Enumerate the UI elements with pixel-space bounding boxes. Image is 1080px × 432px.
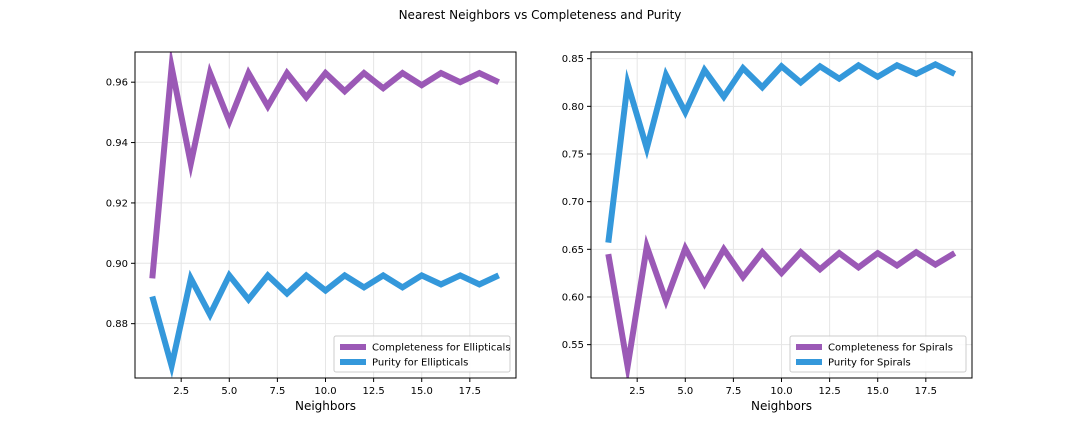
x-tick-label: 17.5 (459, 386, 481, 397)
legend: Completeness for Ellipticals Purity for E… (333, 335, 511, 373)
y-tick-label: 0.55 (562, 340, 584, 351)
plot-frame (134, 51, 517, 379)
chart-1: 2.5 5.0 7.5 10.0 12.5 15.0 17.5 0.88 0.90 0.92 0.9… (106, 51, 517, 413)
x-tick-label: 10.0 (314, 386, 336, 397)
y-tick-label: 0.92 (106, 198, 128, 209)
chart-2: 2.5 5.0 7.5 10.0 12.5 15.0 17.5 0.55 0.60 0.65 0.7… (562, 51, 973, 413)
y-tick-label: 0.60 (562, 292, 584, 303)
y-tick-label: 0.88 (106, 319, 128, 330)
y-tick-label: 0.94 (106, 138, 128, 149)
y-tick-label: 0.70 (562, 197, 584, 208)
legend-label: Completeness for Ellipticals (372, 343, 511, 354)
x-tick-label: 17.5 (915, 386, 937, 397)
x-tick-label: 7.5 (269, 386, 285, 397)
y-tick-label: 0.85 (562, 54, 584, 65)
x-tick-label: 15.0 (411, 386, 433, 397)
x-tick-label: 5.0 (221, 386, 237, 397)
y-tick-label: 0.65 (562, 245, 584, 256)
legend: Completeness for Spirals Purity for Spira… (789, 335, 967, 373)
x-tick-label: 5.0 (677, 386, 693, 397)
x-axis-label: Neighbors (295, 399, 356, 413)
y-tick-label: 0.96 (106, 78, 128, 89)
series-line-1 (149, 52, 500, 279)
x-axis-label: Neighbors (751, 399, 812, 413)
series-line-1 (605, 234, 957, 378)
x-tick-label: 10.0 (770, 386, 792, 397)
legend-label: Purity for Spirals (828, 358, 911, 369)
x-tick-label: 12.5 (362, 386, 384, 397)
x-tick-label: 2.5 (629, 386, 645, 397)
y-tick-label: 0.75 (562, 149, 584, 160)
series-line-2 (605, 61, 957, 243)
x-tick-label: 12.5 (818, 386, 840, 397)
legend-box (789, 335, 967, 373)
x-tick-label: 7.5 (725, 386, 741, 397)
figure-title: Nearest Neighbors vs Completeness and Pu… (398, 8, 682, 22)
plot-frame (590, 51, 973, 379)
legend-label: Completeness for Spirals (828, 343, 953, 354)
y-tick-label: 0.80 (562, 102, 584, 113)
legend-box (333, 335, 511, 373)
series-line-2 (149, 269, 500, 378)
x-tick-label: 15.0 (867, 386, 889, 397)
legend-label: Purity for Ellipticals (372, 358, 468, 369)
y-tick-label: 0.90 (106, 259, 128, 270)
x-tick-label: 2.5 (173, 386, 189, 397)
